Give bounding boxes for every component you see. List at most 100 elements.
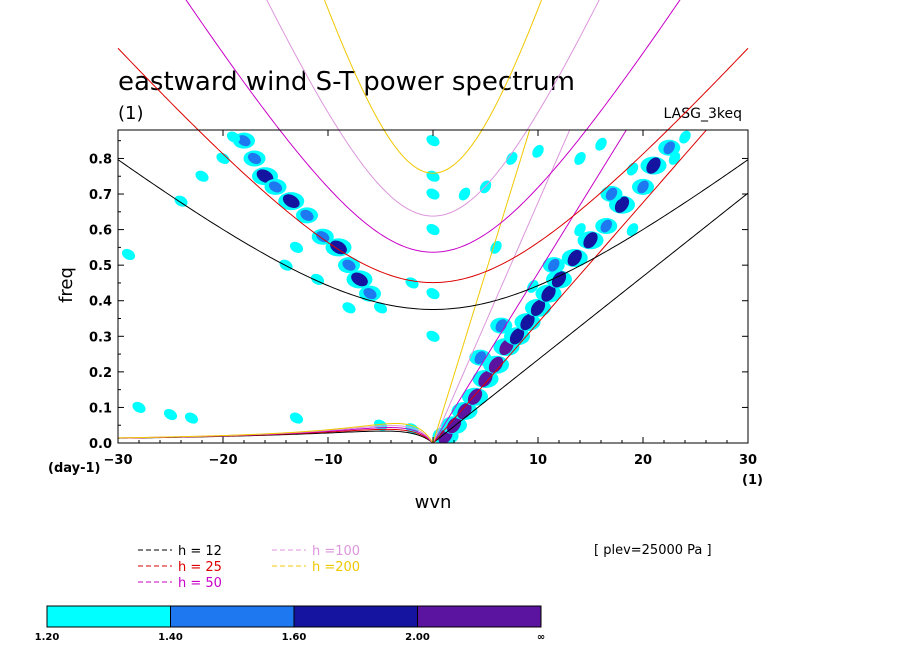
legend-label: h = 12 (178, 544, 222, 559)
y-tick-label: 0.3 (89, 330, 112, 345)
inertia-gravity-curve (185, 0, 681, 253)
inertia-gravity-curve (117, 47, 749, 284)
power-contour (330, 240, 347, 255)
colorbar-label: 1.60 (282, 632, 307, 643)
kelvin-curve (432, 130, 708, 443)
power-contour (426, 188, 440, 200)
power-contours (121, 130, 691, 443)
power-contour (300, 209, 314, 221)
chart-subtitle-left: (1) (118, 103, 144, 124)
chart-title: eastward wind S-T power spectrum (118, 67, 575, 97)
x-axis-ticks: −30 −20 −10 0 10 20 30 (104, 130, 757, 468)
power-contour (626, 223, 639, 237)
power-contour (373, 302, 388, 314)
colorbar: 1.20 1.40 1.60 2.00 ∞ (35, 605, 545, 643)
power-contour (132, 401, 146, 413)
power-contour (567, 249, 582, 267)
level-annotation: [ plev=25000 Pa ] (594, 543, 712, 558)
power-contour (268, 181, 283, 193)
x-tick-label: 20 (634, 453, 652, 468)
legend-label: h = 50 (178, 576, 222, 591)
power-contour (226, 131, 241, 143)
power-contour (174, 195, 188, 207)
colorbar-cell (417, 605, 542, 628)
power-contour (342, 259, 356, 271)
power-contour (509, 328, 525, 345)
colorbar-label: 2.00 (405, 632, 430, 643)
colorbar-label: 1.40 (158, 632, 183, 643)
power-contour (520, 313, 535, 331)
colorbar-cell (46, 605, 171, 628)
legend-label: h = 25 (178, 560, 222, 575)
x-tick-label: 30 (739, 453, 757, 468)
x-tick-label: −20 (209, 453, 238, 468)
y-tick-label: 0.0 (89, 437, 112, 452)
kelvin-curve (432, 130, 571, 443)
power-contour (478, 370, 493, 388)
colorbar-cell (293, 605, 418, 628)
inertia-gravity-curve (117, 159, 749, 310)
power-contour (316, 231, 330, 243)
power-contour (548, 258, 560, 272)
power-contour (426, 170, 440, 182)
power-contour (405, 277, 419, 289)
kelvin-curve (432, 192, 748, 443)
y-axis-ticks: 0.0 0.1 0.2 0.3 0.4 0.5 0.6 0.7 0.8 (89, 140, 748, 452)
legend-label: h =100 (312, 544, 360, 559)
power-contour (363, 288, 377, 300)
power-contour (595, 137, 607, 151)
power-contour (668, 152, 681, 165)
y-tick-label: 0.2 (89, 366, 112, 381)
y-tick-label: 0.8 (89, 152, 112, 167)
power-contour (289, 241, 304, 253)
power-contour (551, 271, 567, 288)
y-tick-label: 0.1 (89, 401, 112, 416)
power-contour (532, 144, 544, 158)
y-axis-label: freq (56, 267, 77, 303)
chart-subtitle-right: LASG_3keq (664, 106, 742, 122)
y-tick-label: 0.6 (89, 224, 112, 239)
y-axis-unit: (day-1) (48, 461, 100, 476)
inertia-gravity-curve (323, 0, 543, 174)
low-frequency-curve (118, 423, 434, 443)
legend-label: h =200 (312, 560, 360, 575)
power-contour (574, 152, 586, 165)
power-contour (282, 194, 300, 209)
power-contour (488, 356, 504, 373)
y-tick-label: 0.5 (89, 259, 112, 274)
dispersion-curves (118, 130, 748, 443)
y-tick-label: 0.4 (89, 295, 112, 310)
power-contour (163, 408, 178, 421)
colorbar-label: 1.20 (35, 632, 60, 643)
power-contour (426, 330, 440, 342)
power-contour (506, 152, 518, 165)
power-contour (426, 288, 440, 300)
x-tick-label: 10 (529, 453, 547, 468)
power-contour (495, 319, 507, 333)
x-axis-label: wvn (415, 492, 452, 513)
power-contour (605, 187, 618, 201)
power-contour (351, 272, 368, 287)
kelvin-curve (432, 130, 531, 443)
power-contour (405, 423, 419, 435)
power-contour (614, 196, 630, 213)
power-contour (195, 170, 209, 182)
power-contour (467, 388, 483, 405)
x-tick-label: −30 (104, 453, 133, 468)
x-axis-unit: (1) (742, 473, 763, 488)
inertia-gravity-curve (266, 0, 600, 217)
y-tick-label: 0.7 (89, 188, 112, 203)
colorbar-cell (170, 605, 295, 628)
power-contour (527, 280, 539, 293)
power-contour (474, 351, 486, 365)
power-contour (679, 130, 691, 144)
power-contour (490, 240, 502, 254)
x-tick-label: −10 (314, 453, 343, 468)
power-contour (342, 302, 356, 314)
power-contour (637, 180, 649, 194)
dispersion-curves-overflow (117, 0, 749, 310)
power-contour (574, 223, 586, 237)
power-contour (256, 169, 274, 184)
